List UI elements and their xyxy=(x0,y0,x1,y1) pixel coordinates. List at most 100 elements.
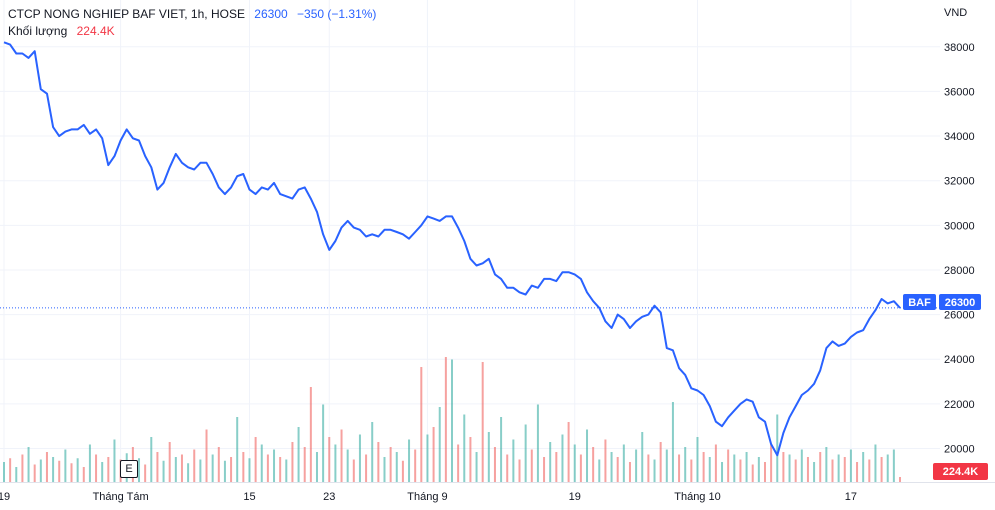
volume-bar xyxy=(162,460,165,482)
volume-bar xyxy=(39,459,42,482)
volume-bar xyxy=(291,442,294,482)
volume-bar xyxy=(831,459,834,482)
volume-bars xyxy=(3,357,901,482)
symbol-name: CTCP NONG NGHIEP BAF VIET, 1h, HOSE xyxy=(8,7,245,21)
volume-bar xyxy=(444,357,447,482)
volume-bar xyxy=(260,444,263,482)
volume-bar xyxy=(187,463,190,482)
y-tick-label: 22000 xyxy=(944,399,975,411)
volume-bar xyxy=(500,417,503,482)
volume-bar xyxy=(745,452,748,482)
volume-bar xyxy=(340,429,343,482)
volume-bar xyxy=(788,454,791,482)
volume-bar xyxy=(389,447,392,482)
volume-bar xyxy=(377,442,380,482)
volume-bar xyxy=(9,458,12,482)
volume-bar xyxy=(76,458,79,482)
volume-bar xyxy=(868,459,871,482)
volume-bar xyxy=(739,459,742,482)
volume-bar xyxy=(493,447,496,482)
volume-bar xyxy=(653,459,656,482)
volume-bar xyxy=(365,454,368,482)
volume-bar xyxy=(95,454,98,482)
price-line-layer xyxy=(0,41,940,457)
volume-bar xyxy=(536,404,539,482)
volume-bar xyxy=(334,444,337,482)
volume-bar xyxy=(530,449,533,482)
volume-bar xyxy=(598,459,601,482)
last-price: 26300 xyxy=(254,7,288,21)
volume-bar xyxy=(874,444,877,482)
volume-bar xyxy=(438,407,441,482)
volume-bar xyxy=(751,464,754,482)
y-tick-label: 32000 xyxy=(944,176,975,188)
volume-bar xyxy=(727,449,730,482)
volume-bar xyxy=(199,459,202,482)
y-tick-label: 28000 xyxy=(944,265,975,277)
volume-bar xyxy=(193,449,196,482)
volume-bar xyxy=(856,462,859,482)
volume-bar xyxy=(64,449,67,482)
volume-bar xyxy=(678,454,681,482)
volume-bar xyxy=(33,464,36,482)
volume-bar xyxy=(107,457,110,482)
volume-bar xyxy=(647,454,650,482)
volume-bar xyxy=(604,439,607,482)
volume-bar xyxy=(616,457,619,482)
volume-bar xyxy=(27,447,30,482)
volume-bar xyxy=(352,459,355,482)
volume-bar xyxy=(113,439,116,482)
chart-legend: CTCP NONG NGHIEP BAF VIET, 1h, HOSE 2630… xyxy=(8,6,376,40)
volume-bar xyxy=(273,449,276,482)
volume-bar xyxy=(579,454,582,482)
volume-bar xyxy=(837,454,840,482)
volume-value: 224.4K xyxy=(76,24,115,38)
volume-bar xyxy=(138,458,141,482)
x-tick-label: 17 xyxy=(845,491,857,503)
volume-bar xyxy=(254,437,257,482)
y-axis: 20000 22000 24000 26000 28000 30000 32000 34000… xyxy=(944,42,975,456)
volume-bar xyxy=(328,437,331,482)
volume-bar xyxy=(174,457,177,482)
volume-bar xyxy=(573,444,576,482)
volume-bar xyxy=(659,442,662,482)
volume-bar xyxy=(794,459,797,482)
volume-bar xyxy=(671,402,674,482)
y-tick-label: 36000 xyxy=(944,86,975,98)
volume-bar xyxy=(205,429,208,482)
volume-bar xyxy=(248,458,251,482)
volume-bar xyxy=(708,457,711,482)
volume-bar xyxy=(469,437,472,482)
earnings-event-badge[interactable]: E xyxy=(120,460,138,478)
volume-bar xyxy=(322,404,325,482)
volume-bar xyxy=(414,449,417,482)
volume-bar xyxy=(567,422,570,482)
volume-bar xyxy=(426,434,429,482)
volume-bar xyxy=(684,447,687,482)
volume-bar xyxy=(285,459,288,482)
x-tick-label: 15 xyxy=(243,491,255,503)
volume-bar xyxy=(763,462,766,482)
volume-bar xyxy=(782,452,785,482)
volume-bar xyxy=(899,477,901,482)
volume-bar xyxy=(641,432,644,482)
volume-bar xyxy=(610,452,613,482)
volume-bar xyxy=(457,444,460,482)
volume-bar xyxy=(230,457,233,482)
volume-bar xyxy=(721,462,724,482)
legend-symbol-row[interactable]: CTCP NONG NGHIEP BAF VIET, 1h, HOSE 2630… xyxy=(8,6,376,23)
volume-bar xyxy=(223,460,226,482)
volume-bar xyxy=(475,452,478,482)
volume-label: Khối lượng xyxy=(8,24,68,38)
volume-bar xyxy=(555,452,558,482)
volume-bar xyxy=(487,432,490,482)
x-tick-label: 23 xyxy=(323,491,335,503)
price-tag: 26300 xyxy=(945,297,976,309)
legend-volume-row[interactable]: Khối lượng 224.4K xyxy=(8,23,376,40)
volume-bar xyxy=(88,444,91,482)
volume-bar xyxy=(892,449,895,482)
volume-bar xyxy=(819,452,822,482)
volume-bar xyxy=(401,460,404,482)
volume-bar xyxy=(696,437,699,482)
